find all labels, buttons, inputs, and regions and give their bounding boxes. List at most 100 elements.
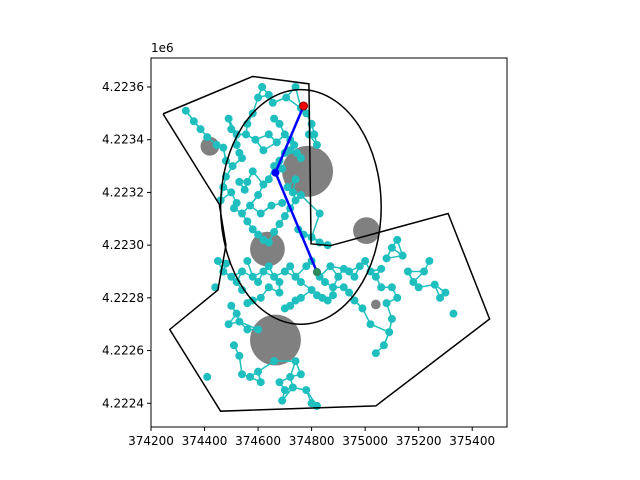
tree-node (425, 256, 434, 265)
tree-node (238, 267, 247, 276)
tree-node (248, 225, 257, 234)
tree-node (312, 291, 321, 300)
tree-node (259, 180, 268, 189)
tree-node (229, 204, 238, 213)
x-tick-label: 374200 (128, 434, 174, 448)
tree-node (377, 283, 386, 292)
tree-node (345, 288, 354, 297)
tree-node (256, 293, 265, 302)
tree-node (264, 238, 273, 247)
path-waypoint (271, 168, 280, 177)
tree-node (248, 167, 257, 176)
tree-node (296, 278, 305, 287)
tree-node (350, 296, 359, 305)
tree-node (382, 299, 391, 308)
tree-node (296, 154, 305, 163)
tree-node (243, 325, 252, 334)
tree-node (377, 264, 386, 273)
tree-node (387, 283, 396, 292)
tree-node (302, 262, 311, 271)
tree-node (264, 262, 273, 271)
x-tick-label: 375200 (396, 434, 442, 448)
tree-node (280, 130, 289, 139)
tree-node (254, 93, 263, 102)
tree-node (329, 291, 338, 300)
tree-node (203, 372, 212, 381)
tree-node (258, 82, 267, 91)
tree-node (320, 278, 329, 287)
tree-node (213, 256, 222, 265)
tree-node (307, 285, 316, 294)
tree-node (379, 341, 388, 350)
tree-node (267, 201, 276, 210)
tree-node (256, 378, 265, 387)
y-tick-label: 4.2224 (102, 396, 144, 410)
y-tick-label: 4.2232 (102, 185, 144, 199)
tree-node (275, 288, 284, 297)
tree-node (227, 272, 236, 281)
plot-data-layer (162, 75, 491, 412)
tree-node (282, 93, 291, 102)
informed-ellipse (219, 88, 382, 325)
tree-node (224, 114, 233, 123)
tree-node (291, 175, 300, 184)
tree-node (420, 267, 429, 276)
tree-node (286, 146, 295, 155)
tree-node (329, 283, 338, 292)
tree-node (243, 177, 252, 186)
tree-node (387, 243, 396, 252)
tree-node (238, 154, 247, 163)
tree-node (326, 262, 335, 271)
tree-node (286, 372, 295, 381)
tree-node (227, 188, 236, 197)
tree-node (246, 201, 255, 210)
tree-node (296, 370, 305, 379)
y-tick-label: 4.2226 (102, 344, 144, 358)
x-tick-label: 375000 (342, 434, 388, 448)
axis-ticks: 374200 374400 374600 374800 375000 375200 3754… (102, 80, 495, 448)
tree-node (358, 304, 367, 313)
tree-node (291, 357, 300, 366)
tree-node (212, 140, 221, 149)
tree-node (270, 357, 279, 366)
tree-node (270, 272, 279, 281)
tree-node (291, 196, 300, 205)
tree-node (189, 117, 198, 126)
tree-node (283, 183, 292, 192)
tree-node (264, 283, 273, 292)
tree-node (345, 267, 354, 276)
tree-node (264, 175, 273, 184)
tree-node (254, 230, 263, 239)
tree-node (385, 328, 394, 337)
tree-node (196, 125, 205, 134)
tree-node (256, 209, 265, 218)
tree-node (315, 209, 324, 218)
tree-node (219, 143, 228, 152)
tree-node (430, 280, 439, 289)
x-tick-label: 374400 (182, 434, 228, 448)
tree-node (280, 267, 289, 276)
x-tick-label: 374600 (235, 434, 281, 448)
tree-node (275, 278, 284, 287)
tree-node (286, 262, 295, 271)
tree-node (254, 191, 263, 200)
tree-node (246, 372, 255, 381)
obstacle-circle (353, 217, 380, 245)
tree-node (275, 378, 284, 387)
tree-node (254, 325, 263, 334)
y-axis-offset-label: 1e6 (151, 41, 174, 55)
tree-node (371, 272, 380, 281)
tree-node (296, 191, 305, 200)
tree-node (264, 90, 273, 99)
tree-node (288, 188, 297, 197)
tree-node (235, 177, 244, 186)
tree-node (280, 386, 289, 395)
tree-edge (310, 213, 321, 238)
tree-node (291, 272, 300, 281)
tree-node (228, 162, 237, 171)
tree-node (181, 106, 190, 115)
tree-node (259, 146, 268, 155)
goal-marker (299, 101, 309, 111)
tree-node (334, 272, 343, 281)
tree-node (270, 114, 279, 123)
